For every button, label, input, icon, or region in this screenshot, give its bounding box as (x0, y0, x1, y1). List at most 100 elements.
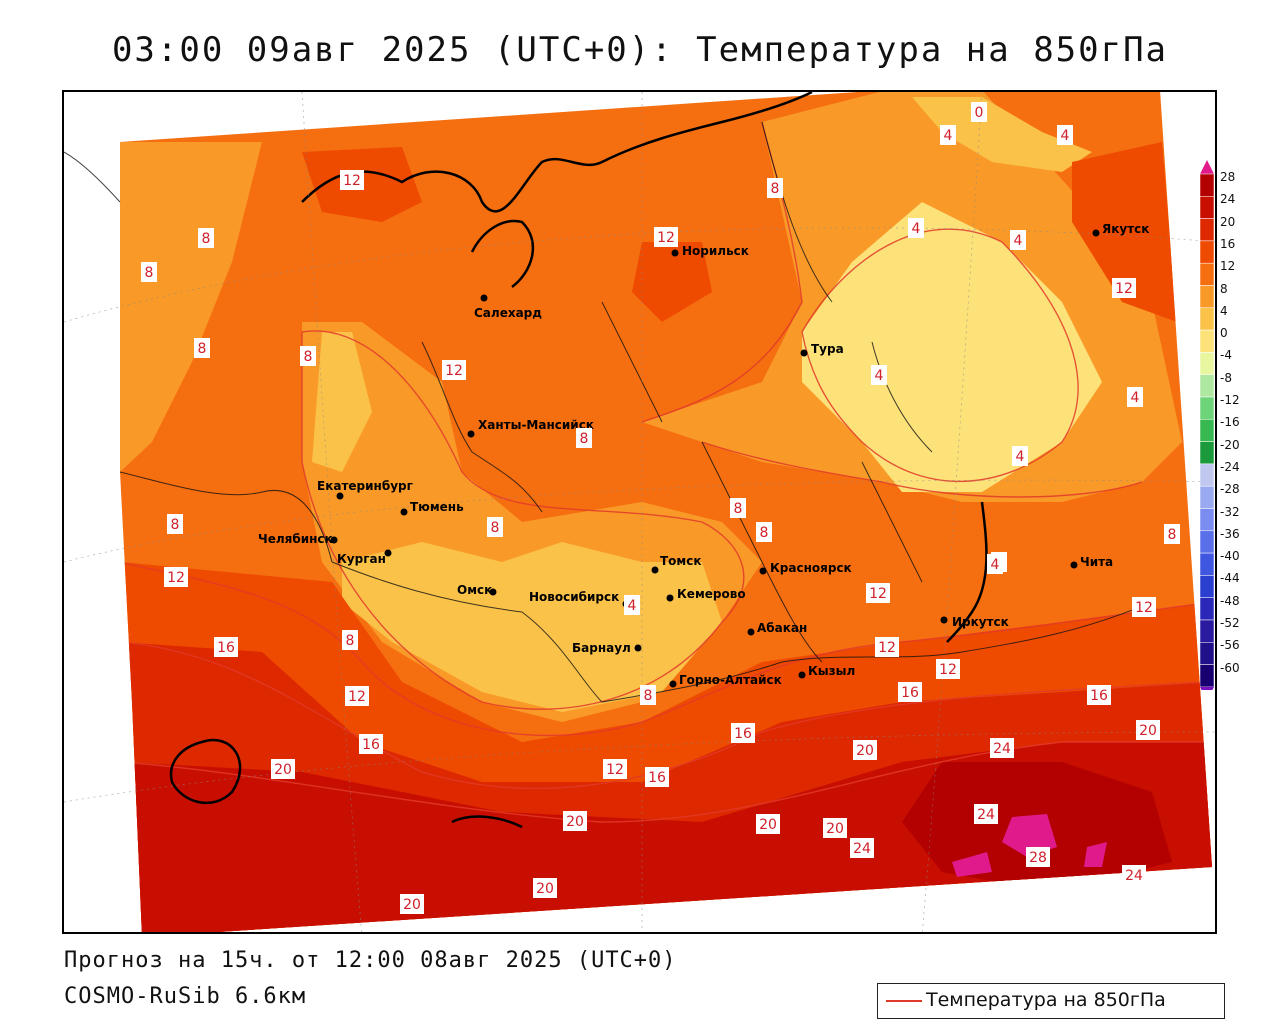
contour-label: 24 (990, 738, 1014, 758)
svg-text:Абакан: Абакан (757, 621, 807, 635)
contour-label: 12 (345, 686, 369, 706)
svg-text:4: 4 (875, 368, 884, 384)
svg-text:8: 8 (760, 525, 769, 541)
contour-label: 16 (731, 723, 755, 743)
svg-text:Тюмень: Тюмень (410, 500, 464, 514)
svg-text:Красноярск: Красноярск (770, 561, 852, 575)
svg-text:16: 16 (734, 726, 752, 742)
map-frame: Салехард Норильск Тура Якутск Ханты-Манс… (62, 90, 1217, 934)
colorbar-tick-label: -20 (1220, 437, 1240, 452)
contour-label: 12 (164, 567, 188, 587)
contour-label: 16 (1087, 685, 1111, 705)
svg-text:24: 24 (977, 807, 995, 823)
contour-label: 20 (271, 759, 295, 779)
colorbar-cell (1200, 597, 1214, 621)
city-norilsk: Норильск (671, 244, 749, 258)
colorbar-cell (1200, 240, 1214, 264)
contour-label: 20 (1136, 720, 1160, 740)
colorbar-tick-label: -12 (1220, 393, 1240, 407)
contour-label: 24 (1122, 865, 1146, 885)
colorbar-tick-label: -56 (1220, 638, 1240, 653)
svg-text:Тура: Тура (811, 342, 844, 356)
city-abakan: Абакан (747, 621, 807, 636)
contour-label: 4 (1057, 125, 1073, 145)
legend: Температура на 850гПа (877, 983, 1225, 1019)
colorbar-tick-label: 20 (1220, 214, 1236, 229)
contour-label: 20 (400, 894, 424, 914)
contour-label: 12 (866, 583, 890, 603)
svg-text:20: 20 (759, 817, 777, 833)
colorbar-cell (1200, 285, 1214, 309)
svg-text:8: 8 (202, 231, 211, 247)
city-barnaul: Барнаул (572, 641, 642, 655)
city-chelyabinsk: Челябинск (258, 532, 338, 546)
contour-label: 12 (936, 659, 960, 679)
contour-label: 24 (974, 804, 998, 824)
contour-label: 12 (875, 637, 899, 657)
svg-text:Салехард: Салехард (474, 306, 542, 320)
colorbar-cell (1200, 441, 1214, 465)
svg-text:12: 12 (445, 363, 463, 379)
svg-text:12: 12 (939, 662, 957, 678)
svg-text:8: 8 (171, 517, 180, 533)
colorbar-tick-label: -40 (1220, 549, 1240, 564)
svg-text:8: 8 (346, 633, 355, 649)
temperature-map: Салехард Норильск Тура Якутск Ханты-Манс… (64, 92, 1215, 932)
contour-label: 8 (767, 178, 783, 198)
contour-label: 8 (640, 685, 656, 705)
contour-label: 8 (300, 346, 316, 366)
svg-text:Омск: Омск (457, 583, 492, 597)
svg-text:20: 20 (856, 743, 874, 759)
colorbar-tick-label: -4 (1220, 348, 1232, 363)
svg-text:24: 24 (853, 841, 871, 857)
svg-text:12: 12 (606, 762, 624, 778)
city-tyumen: Тюмень (400, 500, 464, 516)
contour-label: 12 (1132, 597, 1156, 617)
map-title: 03:00 09авг 2025 (UTC+0): Температура на… (111, 30, 1169, 70)
svg-text:4: 4 (944, 128, 953, 144)
svg-text:12: 12 (1115, 281, 1133, 297)
svg-text:Кызыл: Кызыл (808, 664, 855, 678)
contour-label: 4 (987, 554, 1003, 574)
colorbar-tick-label: 8 (1220, 281, 1228, 296)
contour-label: 8 (194, 338, 210, 358)
colorbar-cell (1200, 196, 1214, 219)
city-kurgan: Курган (337, 549, 392, 566)
contour-label: 8 (576, 428, 592, 448)
colorbar-cell (1200, 552, 1214, 576)
city-omsk: Омск (457, 583, 497, 597)
svg-text:16: 16 (1090, 688, 1108, 704)
legend-line-swatch (886, 1000, 922, 1002)
colorbar-cell (1200, 463, 1214, 487)
svg-text:Томск: Томск (660, 554, 702, 568)
contour-label: 20 (563, 811, 587, 831)
city-gorno-altaysk: Горно-Алтайск (669, 673, 782, 688)
colorbar-tick-label: -8 (1220, 370, 1232, 385)
colorbar-tick-label: 24 (1220, 192, 1236, 207)
svg-text:28: 28 (1029, 850, 1047, 866)
contour-label: 8 (342, 630, 358, 650)
svg-text:12: 12 (869, 586, 887, 602)
city-krasnoyarsk: Красноярск (759, 561, 852, 575)
colorbar-tick-label: 4 (1220, 303, 1228, 318)
contour-label: 8 (1164, 524, 1180, 544)
svg-text:24: 24 (993, 741, 1011, 757)
svg-text:16: 16 (648, 770, 666, 786)
city-yekaterinburg: Екатеринбург (317, 479, 413, 500)
colorbar-cell (1200, 664, 1214, 688)
colorbar-cell (1200, 307, 1214, 331)
svg-text:Ханты-Мансийск: Ханты-Мансийск (478, 418, 594, 432)
svg-text:16: 16 (217, 640, 235, 656)
svg-text:Курган: Курган (337, 552, 386, 566)
svg-text:0: 0 (975, 105, 984, 121)
svg-text:20: 20 (274, 762, 292, 778)
colorbar-tick-label: -24 (1220, 459, 1240, 474)
contour-label: 4 (1012, 446, 1028, 466)
legend-label: Температура на 850гПа (926, 989, 1166, 1011)
contour-label: 16 (214, 637, 238, 657)
model-name: COSMO-RuSib 6.6км (64, 984, 307, 1009)
svg-text:8: 8 (198, 341, 207, 357)
svg-text:Норильск: Норильск (682, 244, 749, 258)
colorbar-cell (1200, 485, 1214, 509)
svg-text:4: 4 (628, 598, 637, 614)
